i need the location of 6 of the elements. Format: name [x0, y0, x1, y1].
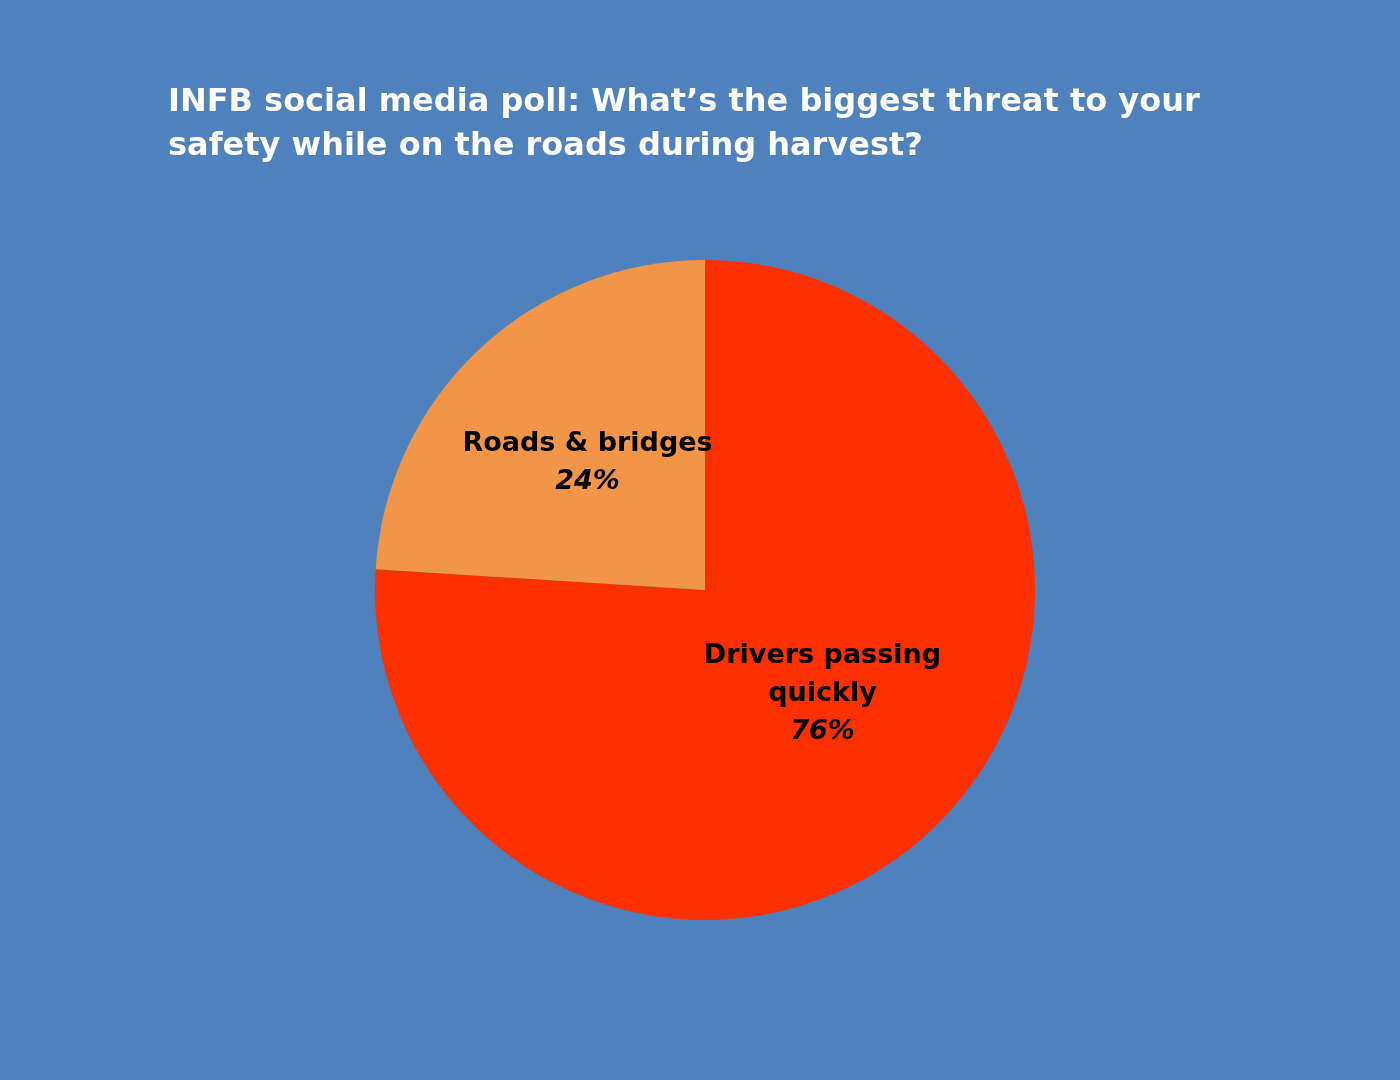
- slice-label: Drivers passing quickly: [703, 638, 942, 708]
- pie-slice: [375, 260, 1035, 920]
- data-label: 24%: [555, 463, 620, 495]
- chart-title: INFB social media poll: What’s the biggest threat to your safety while on the roads during harvest?: [168, 80, 1201, 165]
- slice-label: Roads & bridges: [462, 425, 713, 457]
- data-label: 76%: [790, 714, 855, 746]
